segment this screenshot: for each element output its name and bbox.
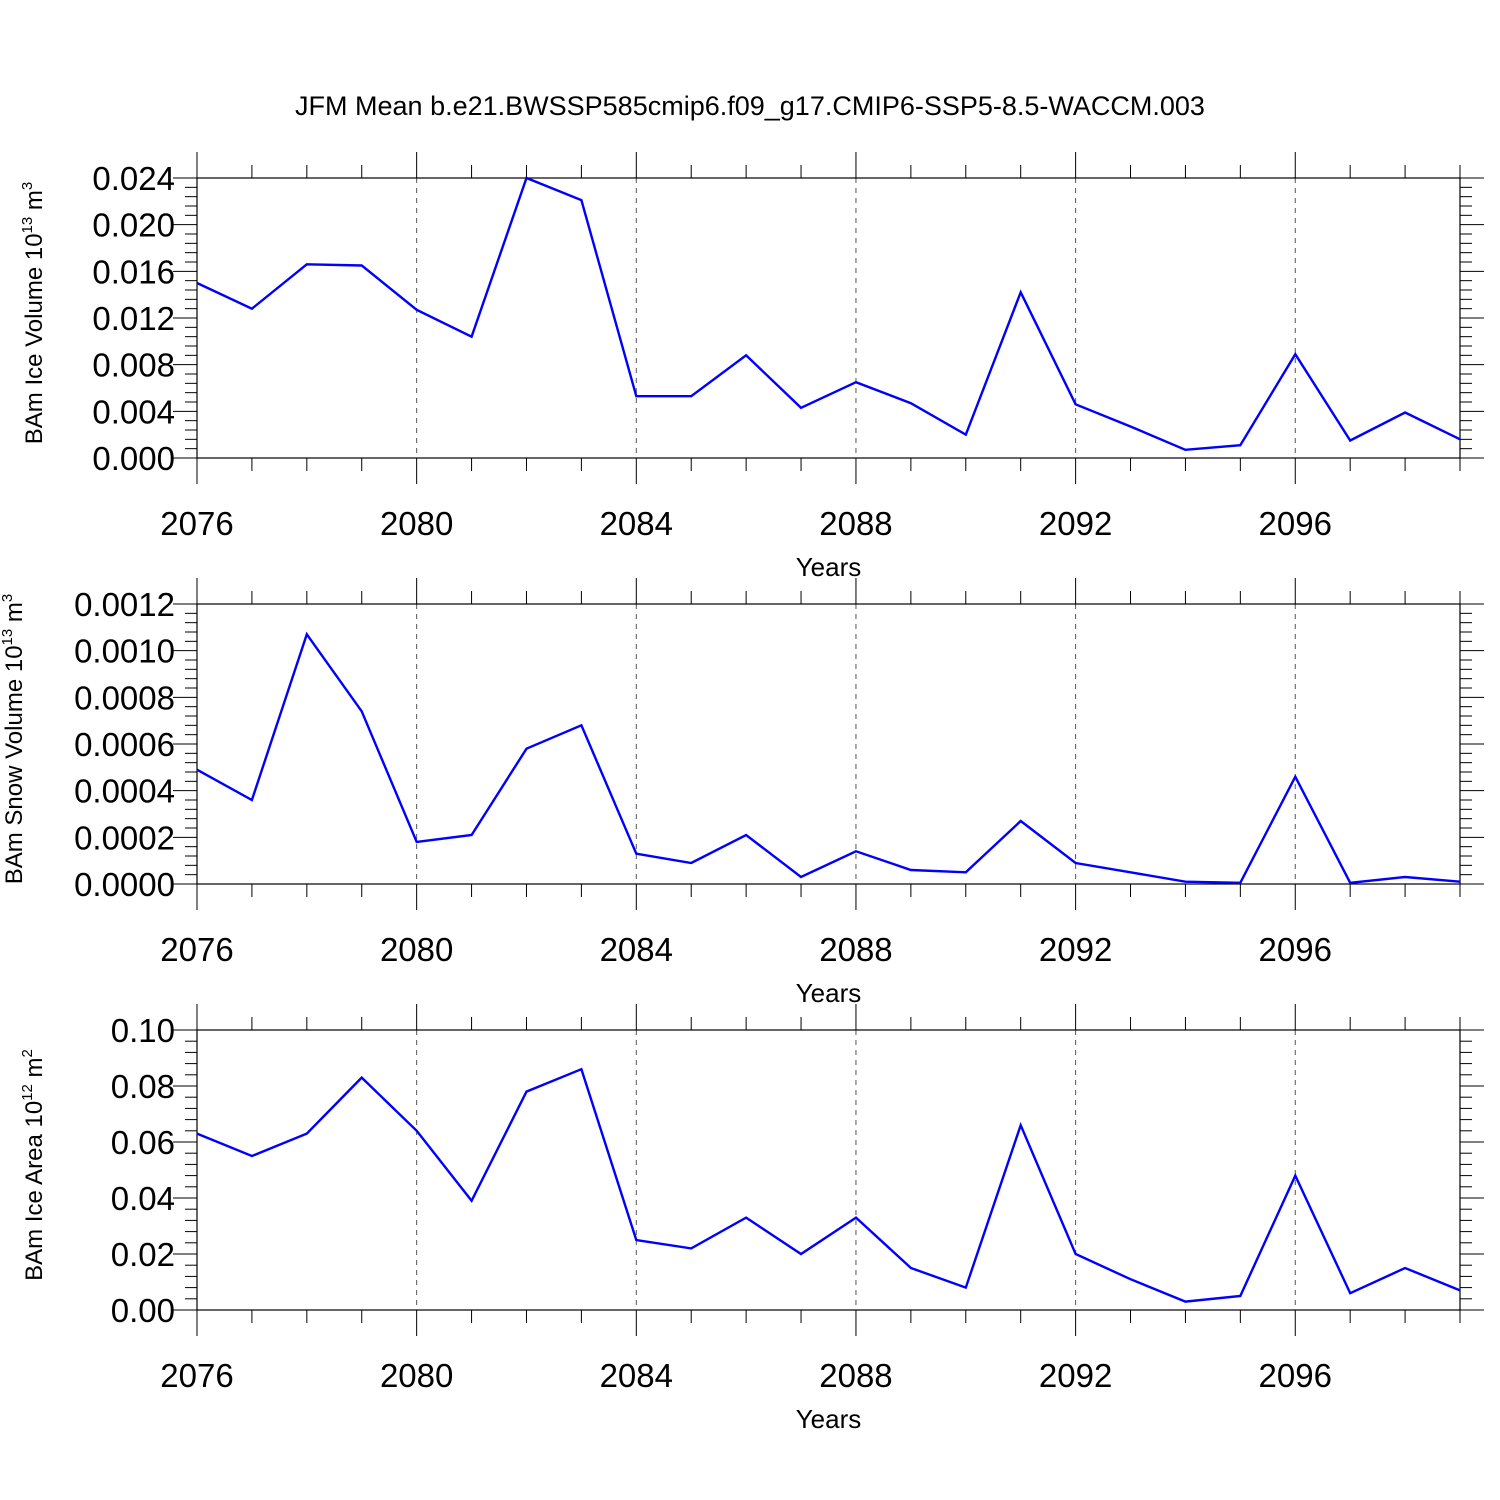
x-tick-label: 2076 <box>160 1357 233 1394</box>
chart-title: JFM Mean b.e21.BWSSP585cmip6.f09_g17.CMI… <box>295 91 1205 121</box>
x-tick-label: 2084 <box>600 1357 673 1394</box>
y-tick-label: 0.0010 <box>74 633 175 670</box>
x-tick-label: 2096 <box>1259 505 1332 542</box>
panel-1: 2076 2080 2084 2088 2092 2096 0.000 0.004 0.008 0… <box>19 152 1484 582</box>
x-tick-label: 2076 <box>160 931 233 968</box>
y-tick-label: 0.024 <box>92 160 175 197</box>
x-tick-label: 2088 <box>819 931 892 968</box>
y-tick-label: 0.06 <box>111 1124 175 1161</box>
x-tick-label: 2084 <box>600 505 673 542</box>
x-tick-label: 2088 <box>819 505 892 542</box>
y-tick-label: 0.016 <box>92 253 175 290</box>
x-tick-label: 2096 <box>1259 1357 1332 1394</box>
y-tick-label: 0.10 <box>111 1012 175 1049</box>
x-axis-label: Years <box>796 978 862 1008</box>
x-tick-label: 2076 <box>160 505 233 542</box>
y-tick-label: 0.0006 <box>74 726 175 763</box>
y-tick-label: 0.0002 <box>74 819 175 856</box>
y-axis-label: BAm Snow Volume 1013 m3 <box>0 594 28 885</box>
x-axis-label: Years <box>796 552 862 582</box>
x-tick-label: 2092 <box>1039 1357 1112 1394</box>
y-tick-label: 0.012 <box>92 300 175 337</box>
panel-2: 2076 2080 2084 2088 2092 2096 0.0000 0.0002 0.00… <box>0 578 1484 1008</box>
series-line <box>196 176 1461 452</box>
series-line <box>196 631 1461 885</box>
x-tick-label: 2096 <box>1259 931 1332 968</box>
x-tick-label: 2084 <box>600 931 673 968</box>
x-tick-label: 2092 <box>1039 931 1112 968</box>
y-tick-label: 0.0008 <box>74 679 175 716</box>
x-tick-label: 2080 <box>380 1357 453 1394</box>
x-axis-label: Years <box>796 1404 862 1434</box>
y-tick-label: 0.02 <box>111 1236 175 1273</box>
y-tick-label: 0.0012 <box>74 586 175 623</box>
panels: 2076 2080 2084 2088 2092 2096 0.000 0.004 0.008 0… <box>0 152 1484 1434</box>
y-tick-label: 0.00 <box>111 1292 175 1329</box>
y-tick-label: 0.08 <box>111 1068 175 1105</box>
y-tick-label: 0.0000 <box>74 866 175 903</box>
y-tick-label: 0.04 <box>111 1180 175 1217</box>
x-tick-label: 2092 <box>1039 505 1112 542</box>
panel-3: 2076 2080 2084 2088 2092 2096 0.00 0.02 0.04 0.06… <box>19 1004 1484 1434</box>
y-tick-label: 0.000 <box>92 440 175 477</box>
y-tick-label: 0.020 <box>92 207 175 244</box>
y-axis-label: BAm Ice Area 1012 m2 <box>19 1049 48 1281</box>
plot-frame <box>196 1029 1461 1311</box>
series-line <box>196 1067 1461 1303</box>
y-tick-label: 0.008 <box>92 347 175 384</box>
x-tick-label: 2080 <box>380 931 453 968</box>
y-axis-label: BAm Ice Volume 1013 m3 <box>19 182 48 444</box>
plot-frame <box>196 603 1461 885</box>
x-tick-label: 2080 <box>380 505 453 542</box>
plot-frame <box>196 177 1461 459</box>
x-tick-label: 2088 <box>819 1357 892 1394</box>
y-tick-label: 0.0004 <box>74 773 175 810</box>
y-tick-label: 0.004 <box>92 393 175 430</box>
